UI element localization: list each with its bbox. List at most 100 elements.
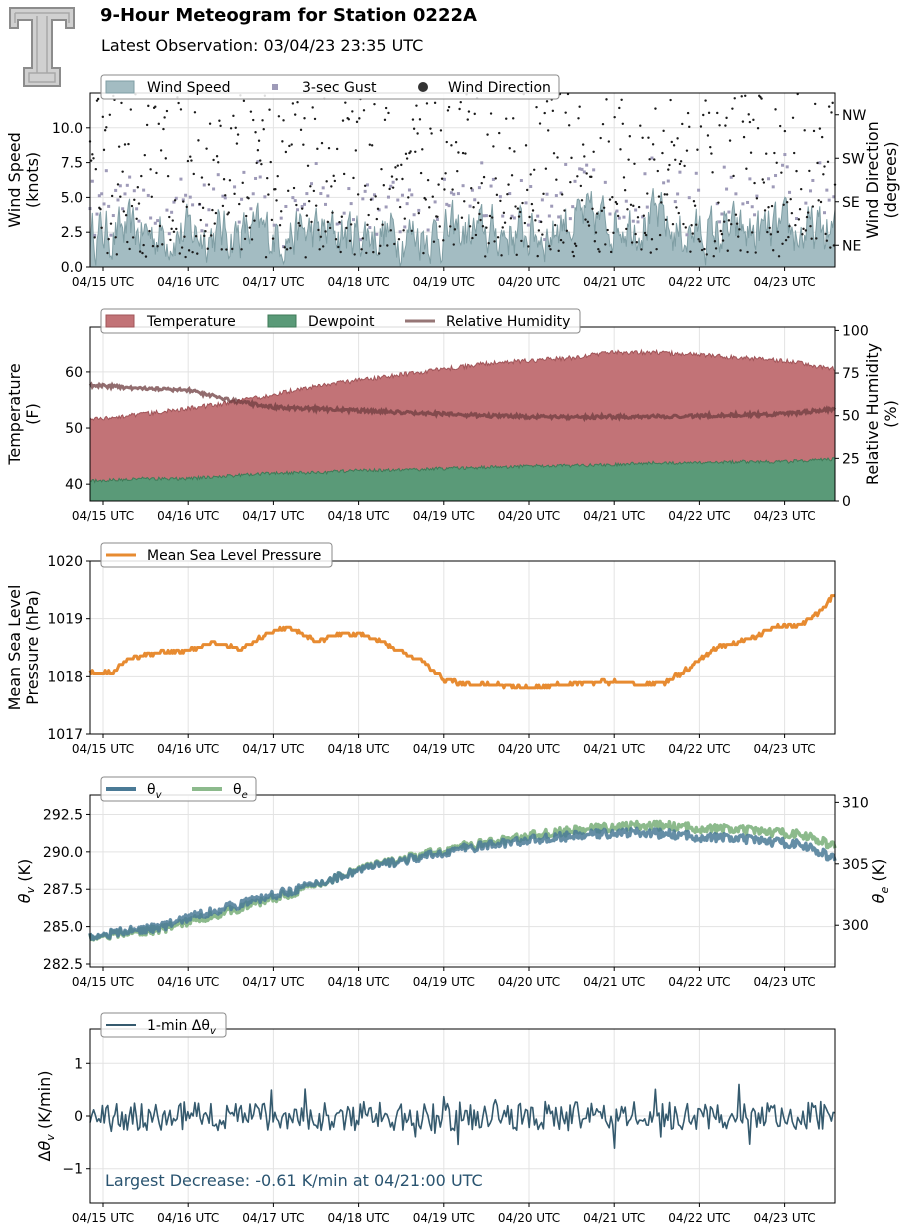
panel-wind: 04/15 UTC 04/16 UTC 04/17 UTC 04/18 UTC 04/1… (5, 74, 900, 289)
gust-point (746, 200, 750, 204)
direction-point (635, 241, 638, 244)
direction-point (817, 199, 820, 202)
gust-point (529, 185, 533, 189)
direction-point (429, 127, 432, 130)
wind-speed-area (89, 188, 836, 268)
y-tick-label: 1019 (47, 612, 83, 628)
gust-point (242, 170, 246, 174)
legend-box (100, 74, 560, 100)
direction-point (725, 116, 728, 120)
x-tick-label: 04/16 UTC (157, 1211, 219, 1225)
gust-point (442, 177, 446, 181)
x-tick-label: 04/22 UTC (668, 509, 730, 523)
direction-point (451, 188, 454, 191)
direction-point (493, 240, 496, 243)
direction-point (674, 158, 677, 162)
direction-point (295, 203, 298, 207)
page-title: 9-Hour Meteogram for Station 0222A (100, 5, 477, 26)
direction-point (361, 237, 365, 240)
x-tick-label: 04/19 UTC (413, 1211, 475, 1225)
direction-point (484, 255, 487, 258)
direction-point (830, 111, 833, 114)
dewpoint-area (89, 457, 836, 502)
direction-point (818, 127, 822, 130)
direction-point (304, 256, 307, 259)
direction-point (478, 212, 481, 216)
x-tick-label: 04/21 UTC (583, 975, 645, 989)
direction-point (780, 171, 783, 174)
direction-point (697, 238, 700, 241)
gust-point (501, 214, 505, 218)
direction-point (723, 220, 726, 223)
direction-point (124, 214, 128, 217)
direction-point (620, 98, 623, 101)
y-tick-label: 290.0 (43, 845, 83, 861)
direction-point (349, 223, 353, 226)
direction-point (271, 237, 275, 240)
direction-point (505, 117, 508, 120)
direction-point (472, 206, 475, 209)
direction-point (565, 229, 569, 233)
direction-point (464, 152, 467, 155)
gust-point (97, 194, 101, 198)
gust-point (449, 191, 453, 195)
direction-point (825, 239, 829, 242)
legend-label: θv (147, 782, 163, 801)
x-tick-label: 04/18 UTC (328, 275, 390, 289)
gust-point (125, 183, 129, 187)
direction-point (282, 119, 285, 122)
direction-point (238, 202, 241, 206)
gust-point (825, 188, 829, 192)
direction-point (442, 239, 445, 242)
gust-point (223, 196, 227, 200)
direction-point (280, 210, 283, 213)
gust-point (540, 198, 544, 202)
direction-point (157, 122, 160, 126)
direction-point (787, 235, 790, 239)
direction-point (376, 207, 380, 211)
gust-point (645, 205, 649, 209)
direction-point (321, 245, 325, 248)
direction-point (293, 113, 297, 116)
direction-point (543, 111, 546, 115)
gust-point (300, 205, 304, 209)
direction-point (375, 217, 379, 221)
gust-point (310, 182, 314, 186)
direction-point (262, 128, 265, 131)
gust-point (282, 245, 286, 249)
direction-point (753, 181, 756, 185)
gust-point (174, 196, 178, 200)
y2-tick-label: 75 (842, 366, 860, 382)
gust-point (545, 192, 549, 196)
direction-point (317, 228, 320, 232)
gust-point (123, 192, 127, 196)
direction-point (320, 141, 324, 145)
x-tick-label: 04/19 UTC (413, 509, 475, 523)
direction-point (369, 198, 373, 201)
direction-point (512, 117, 515, 120)
direction-point (261, 119, 264, 122)
direction-point (626, 208, 629, 211)
direction-point (734, 213, 738, 216)
direction-point (718, 124, 721, 127)
direction-point (661, 151, 664, 155)
direction-point (303, 117, 306, 120)
x-tick-label: 04/23 UTC (754, 1211, 816, 1225)
legend-label: Temperature (146, 314, 236, 330)
y2-tick-label: NW (842, 108, 866, 124)
gust-point (212, 187, 216, 191)
direction-point (432, 240, 436, 243)
direction-point (693, 204, 697, 207)
direction-point (530, 202, 534, 206)
direction-point (712, 255, 715, 258)
gust-point (473, 198, 477, 202)
gust-point (104, 169, 108, 173)
direction-point (679, 160, 683, 163)
direction-point (774, 108, 777, 111)
gust-point (272, 223, 276, 227)
left-axis-label: Mean Sea LevelPressure (hPa) (5, 585, 42, 711)
direction-point (815, 237, 818, 240)
direction-point (468, 225, 472, 228)
left-axis-label: Temperature(F) (5, 363, 42, 465)
gust-point (407, 188, 411, 192)
